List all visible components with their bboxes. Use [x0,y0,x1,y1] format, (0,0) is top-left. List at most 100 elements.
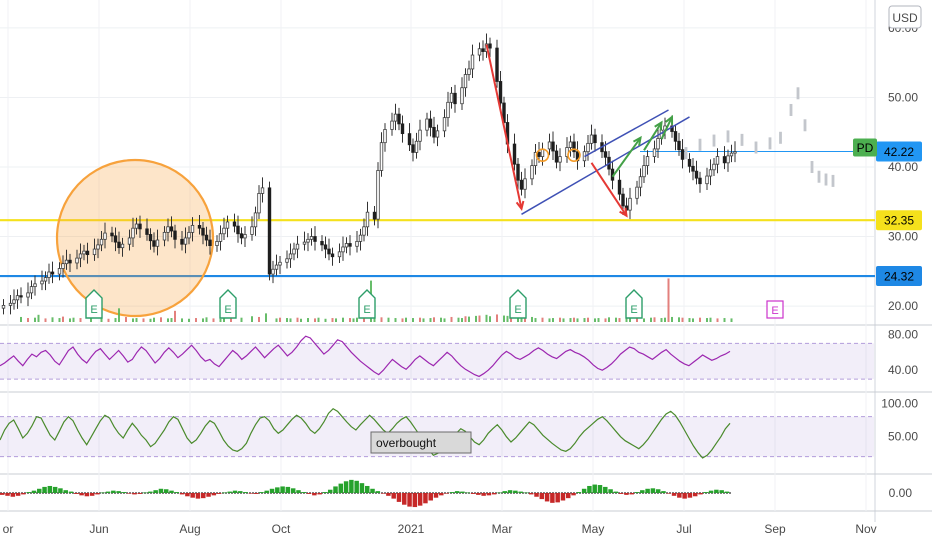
symbol-badge[interactable] [853,138,877,157]
volume-bar [289,318,292,322]
histogram-bar [618,493,624,494]
candle-body [75,257,79,264]
histogram-bar [42,486,47,493]
volume-bar [709,317,712,322]
volume-bar [212,318,215,322]
annotation-box[interactable] [370,431,472,454]
candle-body [173,230,177,240]
down-arrow[interactable] [590,162,628,217]
histogram-bar [513,490,518,493]
volume-bar [300,318,302,322]
histogram-bar [645,488,650,493]
volume-bar [352,318,355,322]
marker-circle[interactable] [567,148,581,162]
down-arrow-head[interactable] [619,207,628,218]
earnings-marker[interactable]: E [625,289,643,319]
forecast-candle [817,170,821,183]
histogram-bar [370,488,375,493]
trend-channel-upper[interactable] [584,109,669,158]
candle-body [628,197,632,211]
histogram-bar [439,493,444,496]
histogram-bar [534,493,539,497]
volume-bar [419,317,421,322]
histogram-bar [497,492,502,494]
candle-body [215,241,219,246]
candle-body [530,165,534,180]
forecast-candle [796,87,800,100]
up-arrow-head[interactable] [665,114,674,125]
volume-bar [660,318,663,322]
volume-bar [517,316,519,322]
earnings-marker[interactable]: E [509,289,527,319]
histogram-bar [132,493,137,495]
symbol-badge-label: PD [857,141,874,155]
highlight-layer[interactable] [47,150,223,326]
histogram-bar [327,489,333,493]
price-tag[interactable] [876,210,922,231]
earnings-marker[interactable]: E [358,289,376,319]
candle-body [551,141,555,152]
candle-body [498,81,503,104]
histogram-bar [216,493,222,494]
candle-body [12,299,16,304]
histogram-bar [724,491,730,493]
histogram-bar [52,486,58,493]
volume-bar [279,317,281,322]
histogram-bar [338,483,344,493]
histogram-bar [576,492,582,493]
price-tick-label: 50.00 [888,90,918,104]
candle-body [694,170,699,179]
histogram-bar [476,493,481,495]
volume-bar [496,314,498,322]
histogram-bar [74,493,79,494]
marker-circle[interactable] [535,148,550,162]
momentum-histogram [0,479,732,508]
up-arrow-head[interactable] [632,135,642,146]
earnings-marker[interactable]: E [85,289,103,319]
candle-body [572,141,576,153]
time-tick-label: Oct [272,522,291,536]
histogram-bar [142,492,148,494]
candle-body [712,163,716,171]
candle-body [96,244,100,250]
histogram-bar [354,480,359,493]
currency-box[interactable] [888,5,922,29]
histogram-bar [491,493,497,495]
candle-body [460,87,464,105]
volume-bar [699,317,701,322]
volume-bar [692,318,694,322]
histogram-bar [502,491,508,493]
earnings-flag-icon [358,289,376,319]
candle-body [708,169,713,177]
price-tags[interactable]: 42.22 32.35 24.32 PD [853,138,922,287]
earnings-marker-upcoming[interactable]: E [766,300,784,319]
up-arrow[interactable] [643,121,663,151]
candle-body [187,231,191,239]
histogram-bar [47,485,53,493]
histogram-bar [243,492,248,493]
up-arrow-head[interactable] [654,120,663,131]
down-arrow[interactable] [485,44,523,209]
up-arrow[interactable] [660,116,673,140]
earnings-marker[interactable]: E [219,289,237,319]
price-tag[interactable] [876,266,922,287]
drawing-tools[interactable] [485,44,690,218]
candle-body [418,129,422,142]
volume-bar [464,316,467,322]
up-arrow[interactable] [611,137,642,178]
histogram-bar [253,493,259,494]
histogram-bar [185,493,190,497]
volume-bar [576,318,579,322]
price-tag-label: 42.22 [884,145,914,159]
histogram-bar [280,486,285,493]
candle-body [537,151,541,157]
forecast-candle [698,138,702,151]
highlight-ellipse[interactable] [47,150,223,326]
price-tick-label: 30.00 [888,230,918,244]
down-arrow-head[interactable] [515,200,525,211]
price-tag[interactable] [876,141,922,162]
histogram-bar [481,493,486,496]
trend-channel-lower[interactable] [521,116,690,215]
forecast-candle [789,103,793,116]
